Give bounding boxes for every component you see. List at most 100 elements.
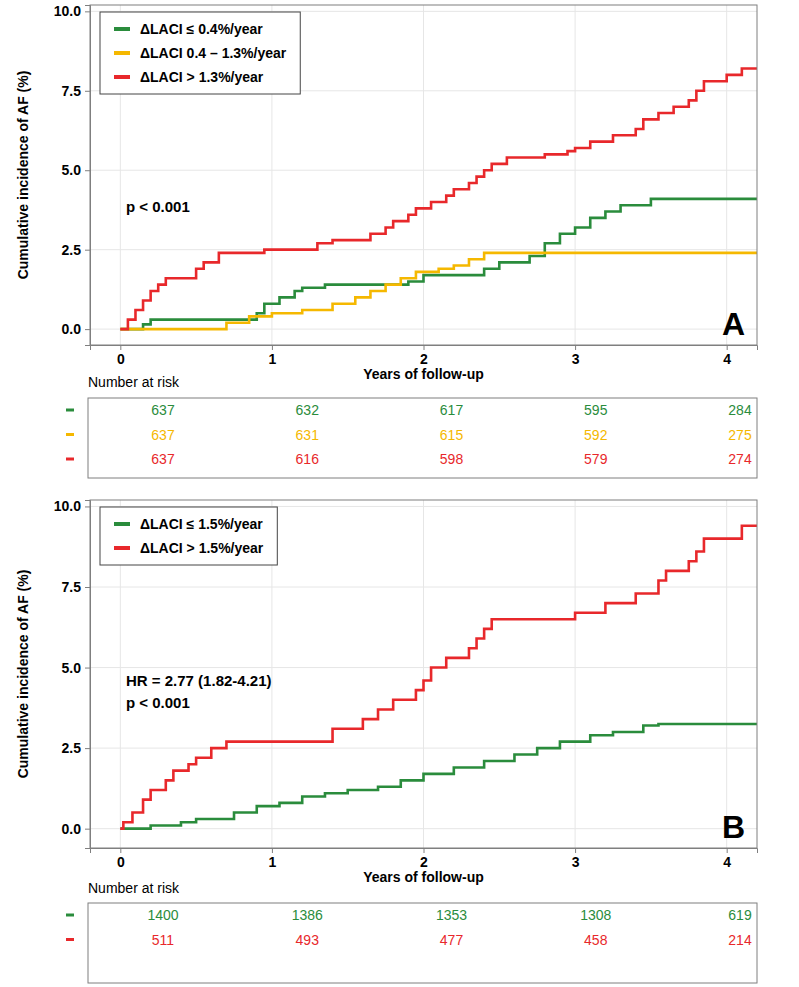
- table-cell: 632: [296, 402, 320, 418]
- tick: 2: [420, 345, 428, 367]
- tick: 0: [117, 848, 125, 870]
- legend-box: [100, 12, 300, 94]
- annotation: HR = 2.77 (1.82-4.21): [126, 672, 272, 689]
- tick-label: 4: [723, 854, 731, 870]
- tick-label: 1: [269, 351, 277, 367]
- tick: 0: [117, 345, 125, 367]
- table-cell: 615: [440, 427, 464, 443]
- tick-label: 3: [572, 854, 580, 870]
- table-cell: 617: [440, 402, 464, 418]
- legend: ΔLACI ≤ 0.4%/year ΔLACI 0.4 – 1.3%/year ΔL…: [100, 12, 300, 94]
- tick-mark: [85, 587, 90, 588]
- legend-label: ΔLACI ≤ 0.4%/year: [140, 21, 263, 37]
- panel-label: A: [722, 306, 745, 342]
- tick: 2.5: [62, 740, 90, 756]
- table-cell: 493: [296, 932, 320, 948]
- step-line: [120, 526, 757, 829]
- tick-label: 10.0: [54, 498, 81, 514]
- table-cell: 592: [584, 427, 608, 443]
- tick-mark: [85, 91, 90, 92]
- table-cell: 637: [151, 402, 175, 418]
- table-cell: 619: [728, 907, 752, 923]
- tick-mark: [85, 11, 90, 12]
- table-cell: 284: [728, 402, 752, 418]
- legend: ΔLACI ≤ 1.5%/yearΔLACI > 1.5%/year: [100, 507, 277, 565]
- tick: 4: [723, 848, 731, 870]
- tick-mark: [272, 345, 273, 350]
- row-marker: [66, 938, 74, 941]
- grid-line: [90, 748, 757, 749]
- grid-line: [726, 5, 727, 345]
- step-line: [120, 253, 757, 329]
- row-marker: [66, 458, 74, 461]
- tick-label: 2: [420, 854, 428, 870]
- panel: 012340.02.55.07.510.0Years of follow-upC…: [15, 498, 758, 885]
- grid-line: [90, 667, 757, 668]
- tick-mark: [85, 668, 90, 669]
- tick-label: 3: [572, 351, 580, 367]
- tick-label: 7.5: [62, 83, 82, 99]
- x-axis: 0 1 2 3 4: [91, 345, 758, 367]
- axis-line: [85, 6, 91, 346]
- axis-line: [91, 849, 758, 854]
- table-cell: 458: [584, 932, 608, 948]
- table-cell: 1386: [292, 907, 323, 923]
- tick: 1: [269, 848, 277, 870]
- grid-line: [90, 249, 757, 250]
- tick-mark: [85, 250, 90, 251]
- tick: 2: [420, 848, 428, 870]
- table-cell: 477: [440, 932, 464, 948]
- tick-mark: [85, 829, 90, 830]
- grid: [90, 5, 757, 345]
- table-cell: 631: [296, 427, 320, 443]
- table-cell: 579: [584, 451, 608, 467]
- tick-label: 7.5: [62, 579, 82, 595]
- tick-label: 2: [420, 351, 428, 367]
- tick-mark: [85, 748, 90, 749]
- table-cell: 214: [728, 932, 752, 948]
- grid: [90, 500, 757, 848]
- table-cell: 598: [440, 451, 464, 467]
- legend-swatch: [114, 546, 130, 550]
- tick: 3: [572, 848, 580, 870]
- tick: 5.0: [62, 162, 90, 178]
- table-cell: 616: [296, 451, 320, 467]
- tick-mark: [85, 329, 90, 330]
- x-axis: 0 1 2 3 4: [91, 848, 758, 870]
- step-line: [120, 69, 757, 330]
- tick: 4: [723, 345, 731, 367]
- plot-area: [120, 526, 757, 829]
- table-cell: 275: [728, 427, 752, 443]
- tick: 3: [572, 345, 580, 367]
- tick-mark: [85, 170, 90, 171]
- grid-line: [90, 170, 757, 171]
- table-cell: 595: [584, 402, 608, 418]
- tick-mark: [727, 345, 728, 350]
- tick: 0.0: [62, 821, 90, 837]
- table-box: [88, 903, 757, 983]
- grid-line: [423, 5, 424, 345]
- tick-label: 0.0: [62, 821, 82, 837]
- tick-label: 1: [269, 854, 277, 870]
- table-cell: 637: [151, 427, 175, 443]
- y-axis: 0.0 2.5 5.0 7.5 10.0: [54, 498, 91, 848]
- tick: 5.0: [62, 660, 90, 676]
- row-marker: [66, 433, 74, 436]
- figure: 012340.02.55.07.510.0Years of follow-upC…: [0, 0, 799, 987]
- legend-label: ΔLACI > 1.5%/year: [140, 540, 264, 556]
- legend-label: ΔLACI > 1.3%/year: [140, 69, 264, 85]
- axis-line: [91, 346, 758, 351]
- tick-label: 4: [723, 351, 731, 367]
- x-axis-title: Years of follow-up: [363, 366, 484, 382]
- tick: 2.5: [62, 242, 90, 258]
- tick-mark: [575, 345, 576, 350]
- panel-label: B: [722, 809, 745, 845]
- y-axis-title: Cumulative incidence of AF (%): [15, 570, 31, 779]
- risk-table: Number at risk14001386135313086195114934…: [66, 880, 757, 983]
- tick: 7.5: [62, 83, 90, 99]
- tick-mark: [272, 848, 273, 853]
- tick-label: 2.5: [62, 740, 82, 756]
- table-title: Number at risk: [88, 374, 180, 390]
- legend-label: ΔLACI 0.4 – 1.3%/year: [140, 45, 287, 61]
- tick-label: 0.0: [62, 321, 82, 337]
